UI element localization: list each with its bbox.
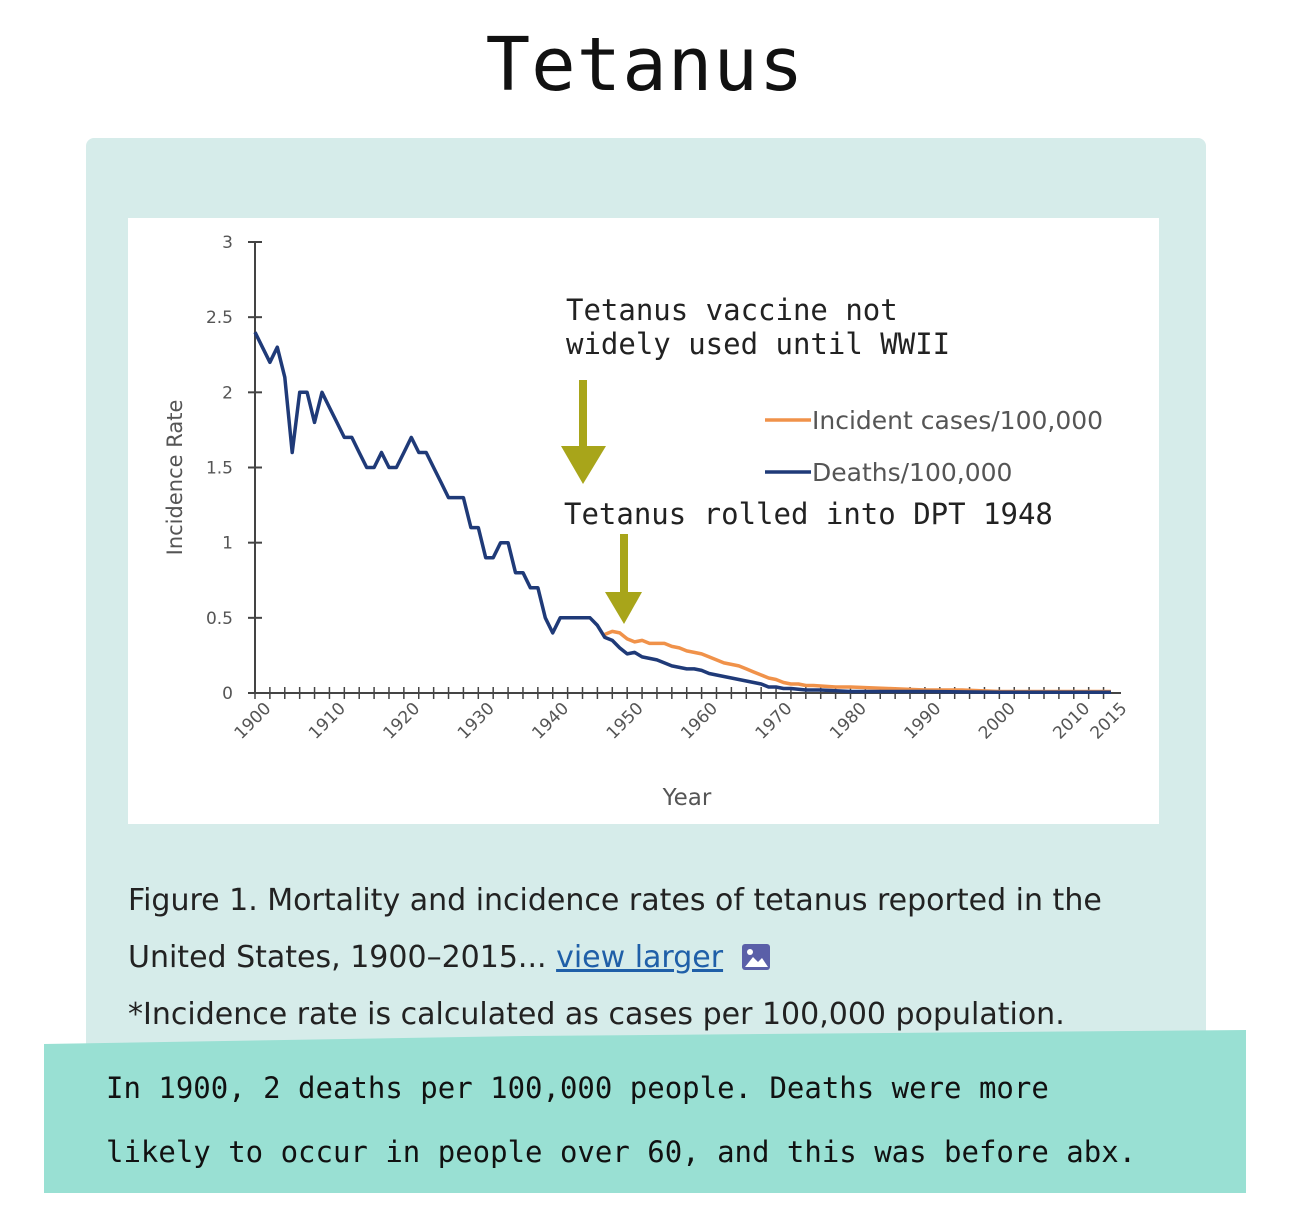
page-title: Tetanus [485,22,805,108]
view-larger-link[interactable]: view larger [556,940,724,975]
arrow-vaccine-head [561,446,606,484]
caption-line-2: United States, 1900–2015... view larger [128,929,1188,986]
note-line-2: likely to occur in people over 60, and t… [106,1135,1137,1169]
incident-cases-line [604,629,1111,694]
x-axis-label: Year [662,785,712,811]
note-text: In 1900, 2 deaths per 100,000 people. De… [106,1056,1276,1184]
x-tick-label: 1980 [826,699,871,744]
y-tick-label: 1 [222,534,233,554]
y-tick-label: 0 [222,684,233,704]
image-icon[interactable] [741,943,771,971]
x-tick-label: 2010 [1049,699,1094,744]
y-axis-label: Incidence Rate [163,400,187,556]
x-tick-label: 1960 [677,699,722,744]
x-tick-label: 1940 [528,699,573,744]
caption-line-1: Figure 1. Mortality and incidence rates … [128,883,1102,918]
y-tick-label: 3 [222,233,233,253]
note-line-1: In 1900, 2 deaths per 100,000 people. De… [106,1071,1049,1105]
chart-card: 0 0.5 1 1.5 2 2.5 3 1900 1910 1920 1930 1940 1950 196… [128,218,1159,824]
figure-caption: Figure 1. Mortality and incidence rates … [128,872,1188,1043]
note-band [44,1030,1246,1193]
arrow-dpt-head [605,592,642,624]
x-tick-label: 1930 [454,699,499,744]
annotation-vaccine-line-2: widely used until WWII [566,327,950,361]
chart-legend: Incident cases/100,000 Deaths/100,000 [765,406,1103,487]
x-tick-label: 1900 [231,699,276,744]
arrow-dpt-shaft [620,534,628,594]
legend-label-deaths: Deaths/100,000 [812,458,1012,487]
annotation-dpt: Tetanus rolled into DPT 1948 [564,497,1053,531]
y-tick-label: 1.5 [206,459,233,479]
x-tick-label: 1950 [603,699,648,744]
caption-note: *Incidence rate is calculated as cases p… [128,997,1065,1032]
caption-line-2-text: United States, 1900–2015... [128,940,547,975]
annotation-vaccine-line-1: Tetanus vaccine not [566,293,898,327]
x-tick-label: 1920 [379,699,424,744]
deaths-line [253,331,1111,694]
y-tick-label: 2 [222,383,233,403]
tetanus-line-chart: 0 0.5 1 1.5 2 2.5 3 1900 1910 1920 1930 1940 1950 196… [163,233,1132,811]
arrow-vaccine-shaft [579,380,587,448]
legend-label-incident: Incident cases/100,000 [812,406,1103,435]
y-tick-label: 0.5 [206,609,233,629]
series-layer [253,331,1111,694]
x-tick-label: 1910 [305,699,350,744]
x-tick-label: 1970 [752,699,797,744]
x-tick-label: 2000 [975,699,1020,744]
y-tick-label: 2.5 [206,308,233,328]
x-tick-label: 1990 [901,699,946,744]
x-tick-label: 2015 [1087,699,1132,744]
